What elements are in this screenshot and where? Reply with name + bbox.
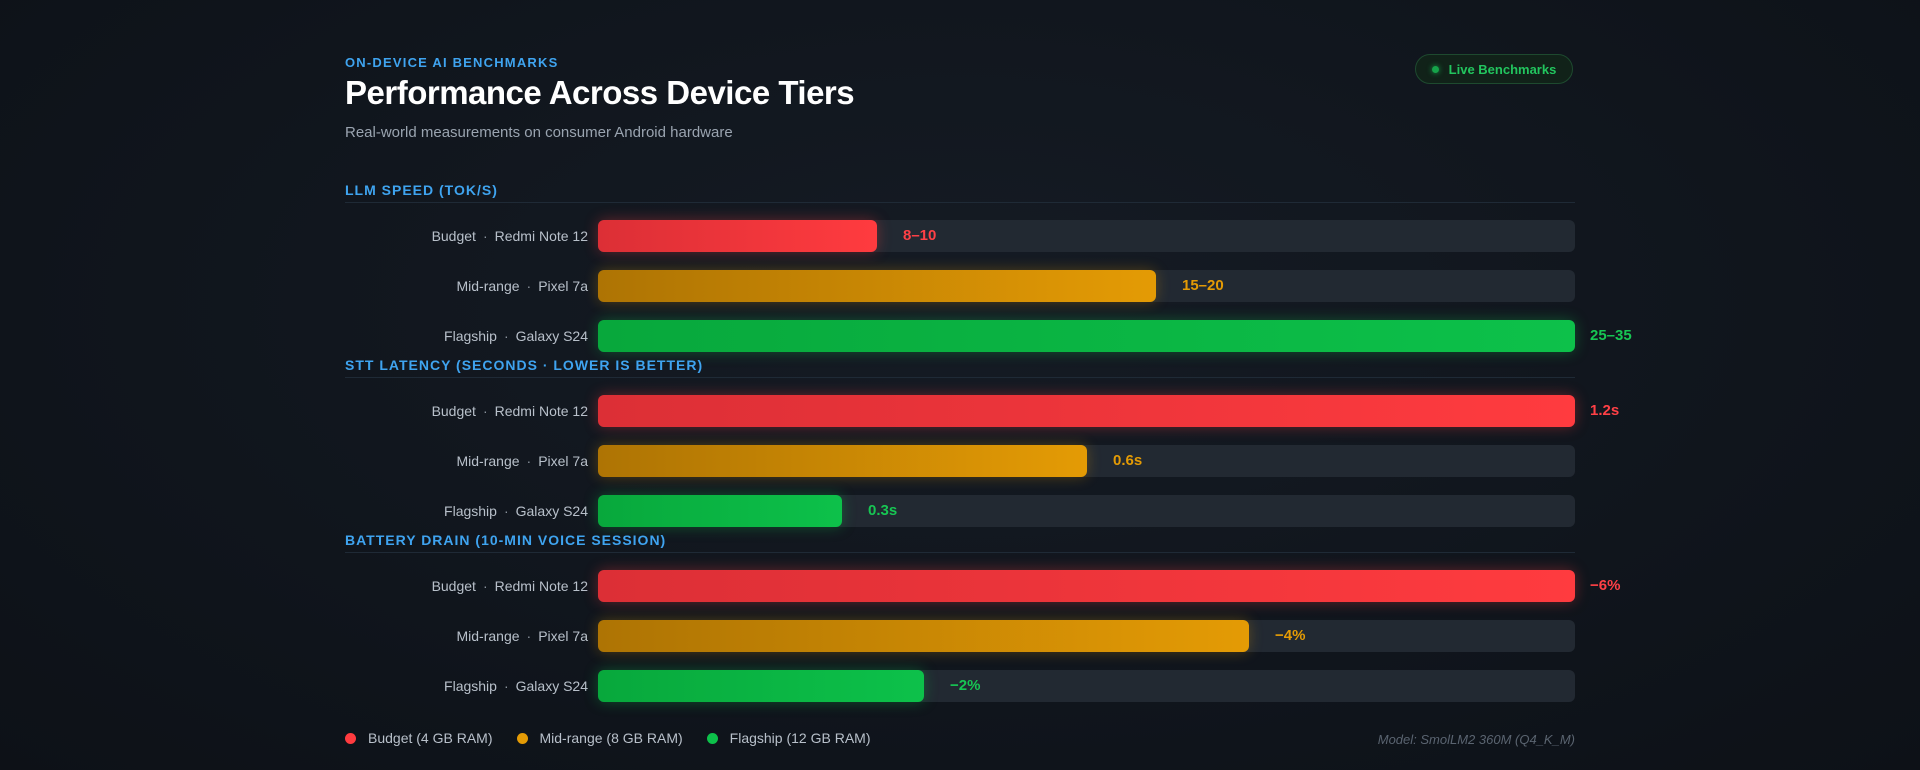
bar-fill — [598, 670, 924, 702]
device-name: Redmi Note 12 — [494, 228, 588, 244]
bar-row: Mid-range · Pixel 7a 0.6s — [345, 445, 1575, 477]
bar-fill — [598, 320, 1575, 352]
bar-row: Budget · Redmi Note 12 8–10 — [345, 220, 1575, 252]
bar-label: Budget · Redmi Note 12 — [432, 395, 588, 427]
bar-value-label: 15–20 — [1182, 277, 1224, 294]
tier-name: Budget — [431, 228, 476, 244]
device-name: Redmi Note 12 — [494, 578, 588, 594]
legend-label: Flagship (12 GB RAM) — [729, 730, 871, 746]
bar-value-label: 25–35 — [1590, 327, 1632, 344]
bar-row: Mid-range · Pixel 7a −4% — [345, 620, 1575, 652]
device-name: Pixel 7a — [538, 453, 588, 469]
legend-dot-icon — [516, 732, 528, 744]
separator-dot: · — [526, 278, 532, 294]
bar-track — [598, 220, 1575, 252]
bar-track — [598, 270, 1575, 302]
bar-track — [598, 570, 1575, 602]
bar-track — [598, 670, 1575, 702]
section-divider — [345, 552, 1575, 553]
bar-label: Flagship · Galaxy S24 — [444, 495, 588, 527]
device-name: Galaxy S24 — [515, 678, 588, 694]
legend-item-flagship: Flagship (12 GB RAM) — [706, 730, 871, 746]
tier-name: Mid-range — [456, 453, 520, 469]
bar-label: Flagship · Galaxy S24 — [444, 670, 588, 702]
section-divider — [345, 377, 1575, 378]
legend-label: Mid-range (8 GB RAM) — [539, 730, 683, 746]
legend-item-mid-range: Mid-range (8 GB RAM) — [516, 730, 683, 746]
bar-value-label: 0.6s — [1113, 452, 1143, 469]
separator-dot: · — [503, 328, 509, 344]
tier-name: Budget — [431, 578, 476, 594]
bar-value-label: −4% — [1275, 627, 1306, 644]
page-subtitle: Real-world measurements on consumer Andr… — [345, 124, 733, 141]
separator-dot: · — [482, 403, 488, 419]
bar-fill — [598, 570, 1575, 602]
tier-name: Flagship — [444, 678, 497, 694]
bar-fill — [598, 220, 877, 252]
tier-name: Flagship — [444, 328, 497, 344]
bar-track — [598, 620, 1575, 652]
separator-dot: · — [482, 228, 488, 244]
eyebrow-label: ON-DEVICE AI BENCHMARKS — [345, 55, 559, 70]
separator-dot: · — [526, 628, 532, 644]
device-name: Galaxy S24 — [515, 328, 588, 344]
device-name: Pixel 7a — [538, 278, 588, 294]
bar-row: Flagship · Galaxy S24 0.3s — [345, 495, 1575, 527]
bar-row: Flagship · Galaxy S24 25–35 — [345, 320, 1632, 352]
tier-name: Budget — [431, 403, 476, 419]
bar-fill — [598, 495, 842, 527]
bar-track — [598, 395, 1575, 427]
bar-label: Budget · Redmi Note 12 — [432, 220, 588, 252]
bar-value-label: −2% — [950, 677, 981, 694]
section-title: BATTERY DRAIN (10-MIN VOICE SESSION) — [345, 532, 667, 548]
section-title: STT LATENCY (SECONDS · LOWER IS BETTER) — [345, 357, 704, 373]
model-footnote: Model: SmolLM2 360M (Q4_K_M) — [1377, 732, 1575, 747]
bar-value-label: 1.2s — [1590, 402, 1620, 419]
live-benchmarks-badge: Live Benchmarks — [1415, 54, 1573, 84]
device-name: Redmi Note 12 — [494, 403, 588, 419]
benchmark-panel: ON-DEVICE AI BENCHMARKS Performance Acro… — [345, 0, 1632, 770]
separator-dot: · — [526, 453, 532, 469]
bar-fill — [598, 395, 1575, 427]
bar-value-label: 8–10 — [903, 227, 937, 244]
bar-track — [598, 495, 1575, 527]
bar-label: Mid-range · Pixel 7a — [456, 620, 588, 652]
bar-label: Budget · Redmi Note 12 — [432, 570, 588, 602]
section-title: LLM SPEED (TOK/S) — [345, 182, 498, 198]
separator-dot: · — [482, 578, 488, 594]
bar-track — [598, 320, 1575, 352]
live-badge-label: Live Benchmarks — [1448, 61, 1557, 77]
bar-value-label: −6% — [1590, 577, 1621, 594]
legend: Budget (4 GB RAM) Mid-range (8 GB RAM) F… — [345, 730, 894, 746]
legend-dot-icon — [706, 732, 718, 744]
section-divider — [345, 202, 1575, 203]
bar-row: Budget · Redmi Note 12 −6% — [345, 570, 1620, 602]
legend-label: Budget (4 GB RAM) — [368, 730, 493, 746]
bar-row: Budget · Redmi Note 12 1.2s — [345, 395, 1619, 427]
device-name: Pixel 7a — [538, 628, 588, 644]
page-title: Performance Across Device Tiers — [345, 74, 855, 111]
bar-row: Flagship · Galaxy S24 −2% — [345, 670, 1575, 702]
separator-dot: · — [503, 503, 509, 519]
bar-label: Mid-range · Pixel 7a — [456, 445, 588, 477]
legend-dot-icon — [345, 732, 356, 744]
bar-fill — [598, 620, 1249, 652]
tier-name: Mid-range — [456, 278, 520, 294]
bar-label: Flagship · Galaxy S24 — [444, 320, 588, 352]
tier-name: Mid-range — [456, 628, 520, 644]
legend-item-budget: Budget (4 GB RAM) — [345, 730, 493, 746]
tier-name: Flagship — [444, 503, 497, 519]
bar-value-label: 0.3s — [868, 502, 898, 519]
bar-row: Mid-range · Pixel 7a 15–20 — [345, 270, 1575, 302]
bar-fill — [598, 445, 1087, 477]
device-name: Galaxy S24 — [515, 503, 588, 519]
bar-track — [598, 445, 1575, 477]
separator-dot: · — [503, 678, 509, 694]
live-dot-icon — [1431, 65, 1439, 73]
bar-label: Mid-range · Pixel 7a — [456, 270, 588, 302]
bar-fill — [598, 270, 1156, 302]
